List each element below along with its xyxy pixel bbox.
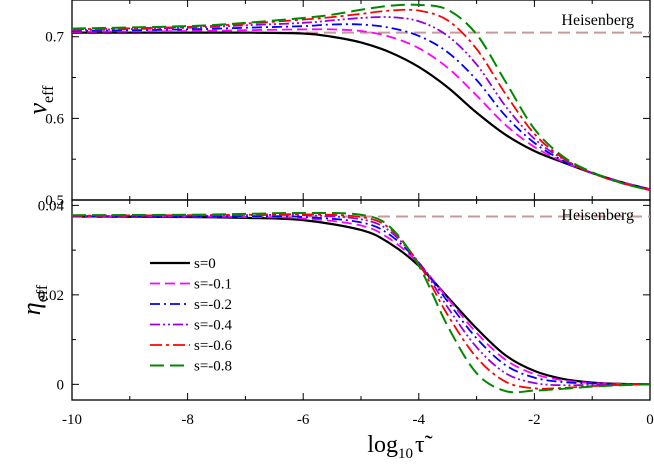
x-axis-log-base: 10	[398, 446, 413, 462]
y-tick-label: 0.5	[45, 193, 64, 209]
top-y-axis-subscript: eff	[40, 85, 57, 103]
legend-label: s=-0.6	[194, 338, 233, 354]
series-line-s=-0.1	[71, 28, 651, 191]
legend-label: s=-0.8	[194, 359, 232, 375]
bottom-y-axis-subscript: eff	[34, 284, 51, 302]
x-tick-label: -4	[413, 412, 426, 428]
y-tick-label: 0	[57, 377, 65, 393]
series-line-s=-0.8	[71, 3, 651, 192]
y-tick-label: 0.02	[38, 288, 64, 304]
x-tick-label: -2	[528, 412, 541, 428]
y-tick-label: 0.7	[45, 30, 64, 46]
bottom-series-group	[71, 211, 651, 394]
x-axis-variable: τ̃	[415, 432, 433, 458]
legend-label: s=-0.4	[194, 318, 233, 334]
series-line-s=0	[72, 31, 651, 191]
series-line-s=-0.8	[71, 211, 651, 394]
bottom-reference-label: Heisenberg	[561, 207, 634, 224]
x-tick-label: -8	[181, 412, 194, 428]
nu-eff-panel: 0.5 0.6 0.7 Heisenberg νeff	[23, 0, 651, 209]
bottom-ticks: 0 0.02 0.04 -10 -8 -6 -4 -2 0	[38, 198, 654, 428]
eta-eff-panel: 0 0.02 0.04 -10 -8 -6 -4 -2 0 Heisenberg ηeff lo…	[17, 198, 654, 462]
series-line-s=-0.2	[72, 215, 651, 386]
series-line-s=-0.2	[71, 23, 651, 191]
top-reference-label: Heisenberg	[561, 12, 634, 29]
bottom-y-axis-label: ηeff	[17, 284, 51, 315]
top-ticks: 0.5 0.6 0.7	[45, 0, 651, 209]
series-line-s=-0.4	[71, 16, 651, 192]
legend-label: s=-0.1	[194, 277, 232, 293]
series-line-s=-0.1	[71, 215, 651, 386]
series-line-s=-0.4	[71, 213, 651, 387]
top-y-axis-symbol: ν	[23, 103, 52, 115]
top-y-axis-label: νeff	[23, 85, 57, 115]
x-tick-label: -6	[297, 412, 310, 428]
legend-label: s=0	[194, 256, 216, 272]
bottom-y-axis-symbol: η	[17, 302, 46, 315]
y-tick-label: 0.6	[45, 111, 64, 127]
top-series-group	[71, 3, 651, 192]
x-axis-log: log	[367, 432, 398, 458]
legend: s=0 s=-0.1 s=-0.2 s=-0.4 s=-0.6 s=-0.8	[150, 256, 233, 375]
series-line-s=-0.6	[71, 213, 651, 390]
series-line-s=0	[71, 215, 651, 386]
legend-label: s=-0.2	[194, 297, 232, 313]
x-tick-label: 0	[646, 412, 654, 428]
x-tick-label: -10	[62, 412, 82, 428]
y-tick-label: 0.04	[38, 198, 65, 214]
x-axis-label: log10τ̃	[367, 432, 432, 462]
